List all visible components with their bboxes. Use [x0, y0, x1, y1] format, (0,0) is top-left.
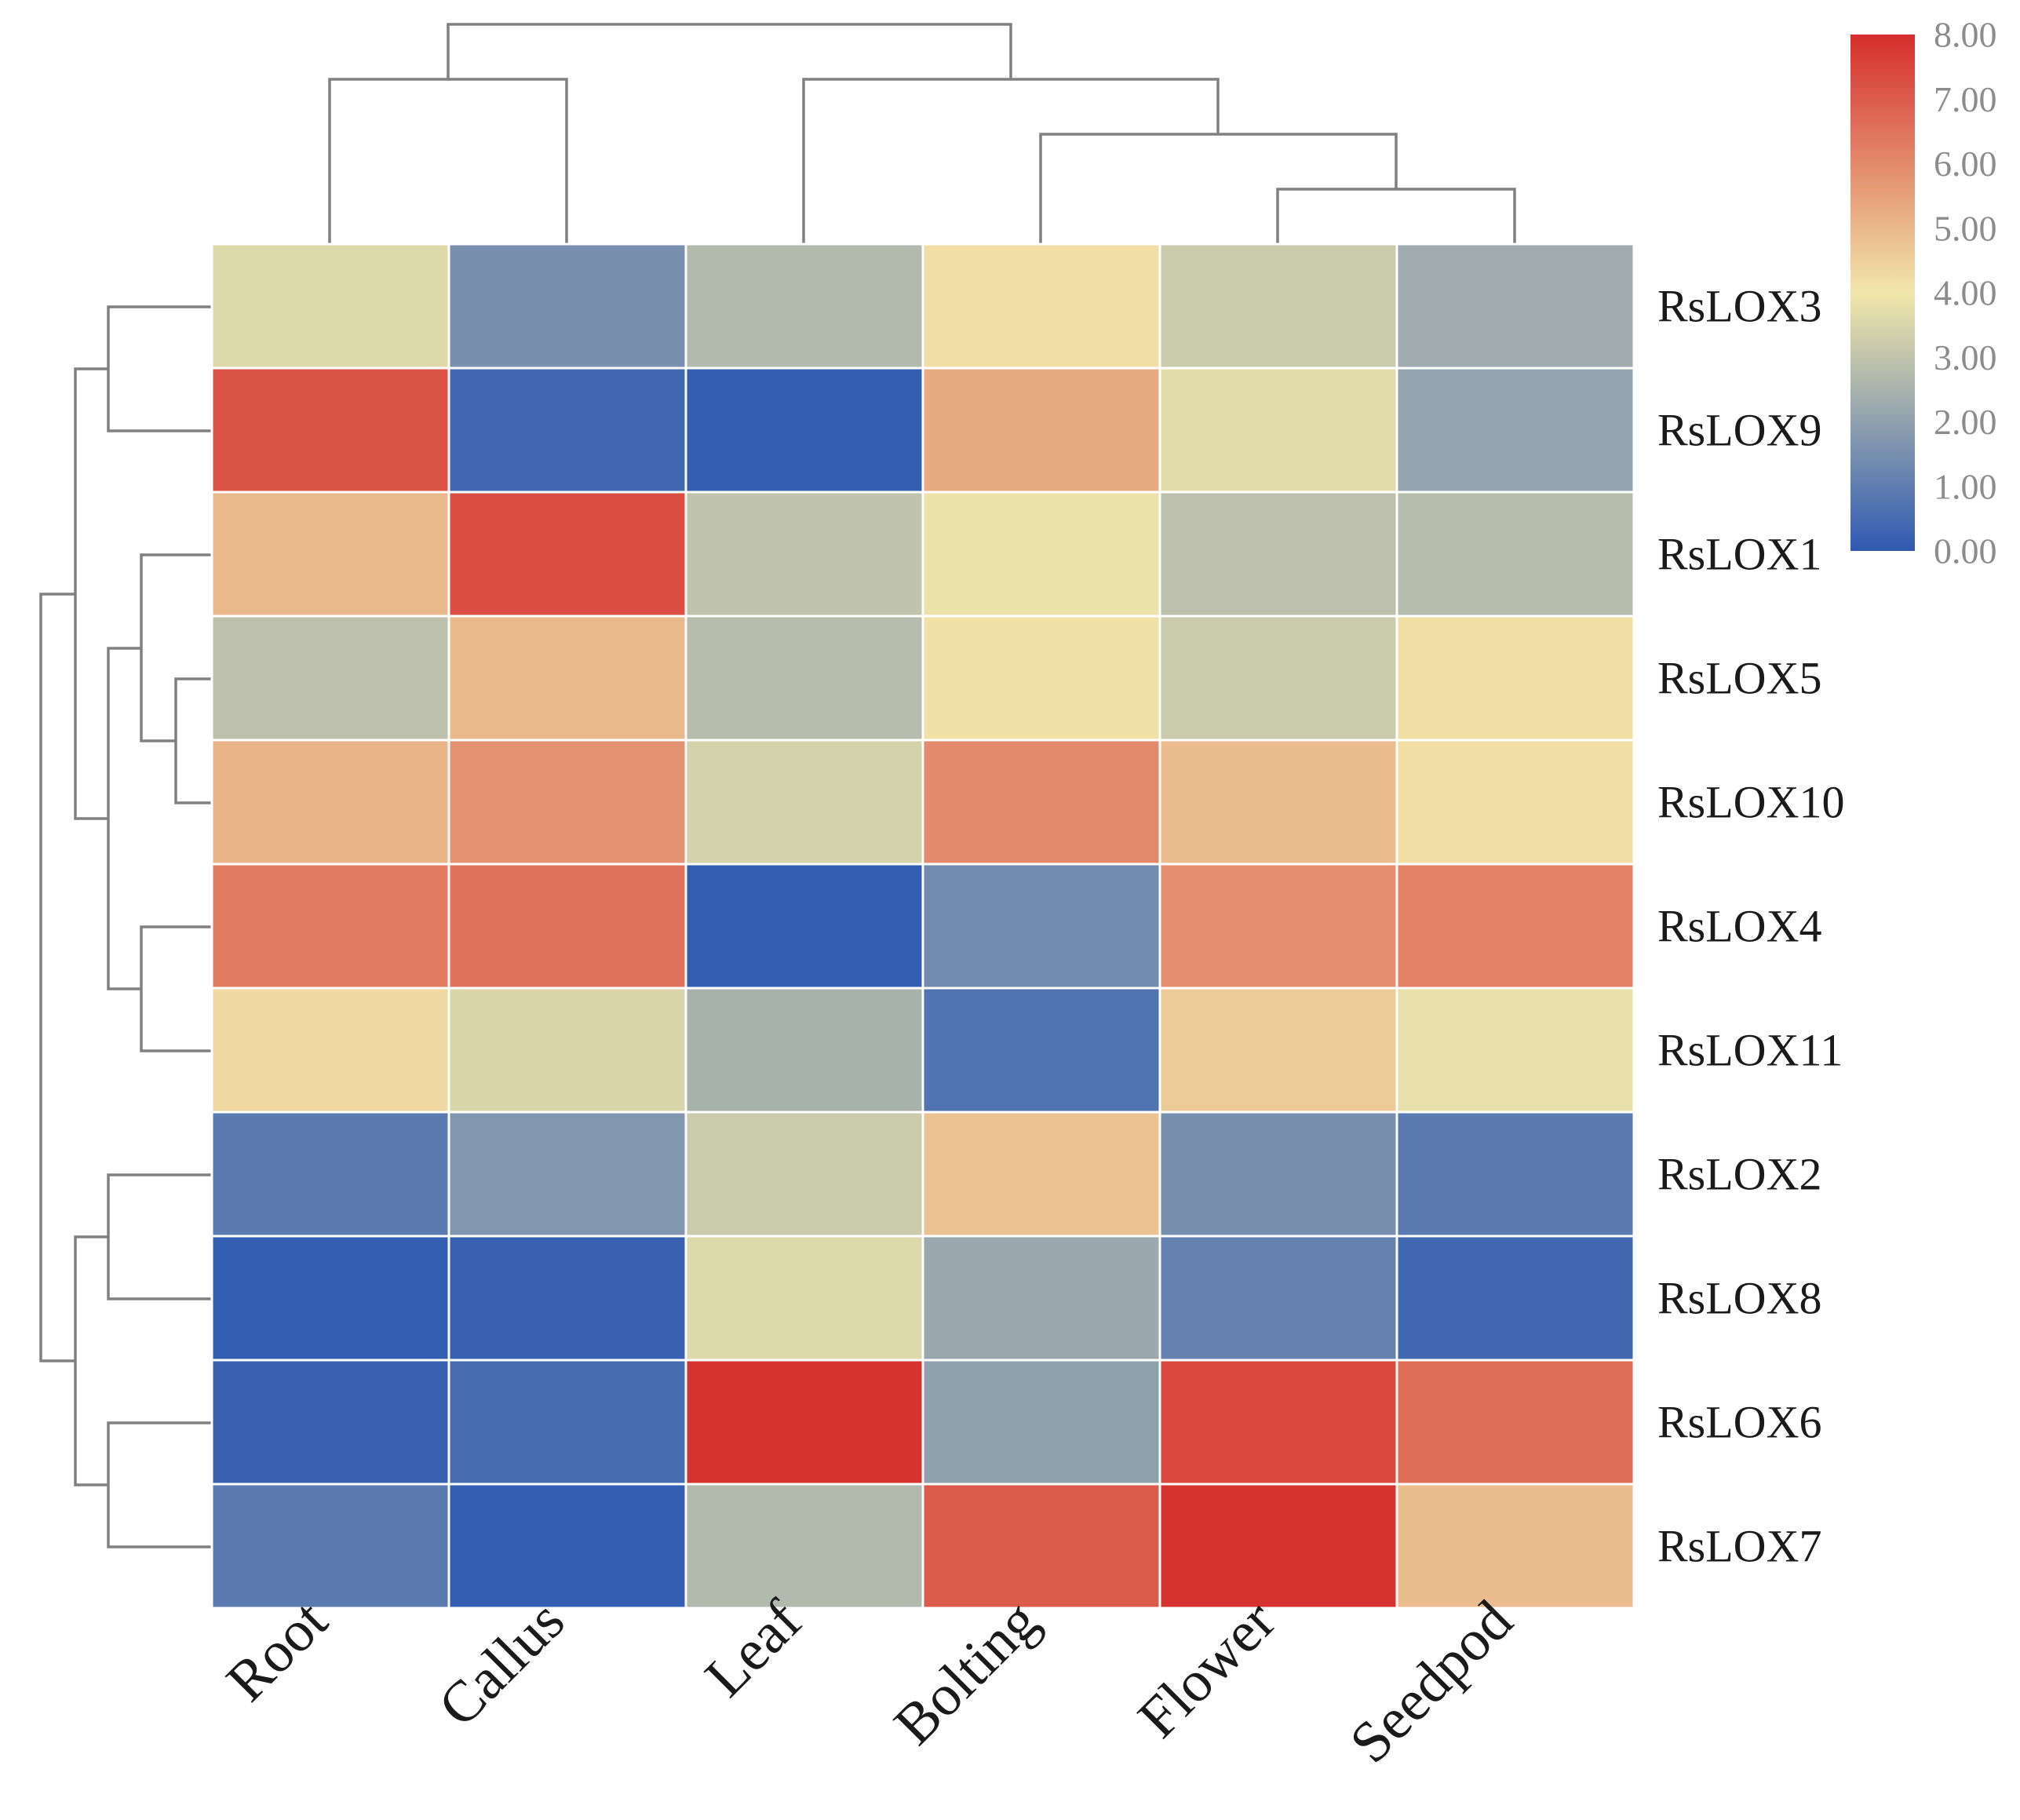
colorbar-tick-3: 5.00: [1934, 208, 1997, 248]
cell-rslox4-bolting: [921, 863, 1161, 990]
colorbar-tick-2: 6.00: [1934, 144, 1997, 184]
cell-rslox8-callus: [447, 1235, 687, 1362]
colorbar-tick-8: 0.00: [1934, 531, 1997, 571]
cell-rslox10-flower: [1158, 739, 1398, 866]
cell-rslox2-seedpod: [1395, 1111, 1635, 1238]
col-dendro-top: [447, 23, 1012, 79]
cell-rslox7-flower: [1158, 1483, 1398, 1610]
cell-rslox6-flower: [1158, 1359, 1398, 1486]
cell-rslox6-root: [210, 1359, 450, 1486]
cell-rslox4-flower: [1158, 863, 1398, 990]
cell-rslox10-callus: [447, 739, 687, 866]
cell-rslox8-root: [210, 1235, 450, 1362]
cell-rslox4-leaf: [684, 863, 924, 990]
cell-rslox2-leaf: [684, 1111, 924, 1238]
colorbar-tick-4: 4.00: [1934, 273, 1997, 313]
row-dendrogram: [39, 305, 212, 1548]
cell-rslox9-leaf: [684, 367, 924, 494]
row-label-rslox1: RsLOX1: [1657, 529, 1821, 580]
cell-rslox3-bolting: [921, 243, 1161, 370]
cell-rslox7-leaf: [684, 1483, 924, 1610]
cell-rslox4-seedpod: [1395, 863, 1635, 990]
row-label-rslox5: RsLOX5: [1657, 653, 1821, 704]
cell-rslox7-callus: [447, 1483, 687, 1610]
cell-rslox8-seedpod: [1395, 1235, 1635, 1362]
cell-rslox5-seedpod: [1395, 615, 1635, 742]
cell-rslox1-root: [210, 491, 450, 618]
row-label-rslox7: RsLOX7: [1657, 1521, 1821, 1572]
cell-rslox7-seedpod: [1395, 1483, 1635, 1610]
cell-rslox9-seedpod: [1395, 367, 1635, 494]
cell-rslox6-callus: [447, 1359, 687, 1486]
cell-rslox5-flower: [1158, 615, 1398, 742]
cell-rslox2-bolting: [921, 1111, 1161, 1238]
row-labels: RsLOX3 RsLOX9 RsLOX1 RsLOX5 RsLOX10 RsLOX4 RsL…: [1657, 281, 1844, 1572]
cell-rslox2-callus: [447, 1111, 687, 1238]
colorbar-ticks: 8.00 7.00 6.00 5.00 4.00 3.00 2.00 1.00 0.00: [1934, 15, 1997, 571]
row-label-rslox8: RsLOX8: [1657, 1273, 1821, 1324]
cell-rslox8-leaf: [684, 1235, 924, 1362]
cell-rslox11-leaf: [684, 987, 924, 1114]
cell-rslox10-seedpod: [1395, 739, 1635, 866]
colorbar-tick-1: 7.00: [1934, 79, 1997, 119]
cell-rslox3-flower: [1158, 243, 1398, 370]
cell-rslox6-seedpod: [1395, 1359, 1635, 1486]
cell-rslox10-root: [210, 739, 450, 866]
cell-rslox4-callus: [447, 863, 687, 990]
row-label-rslox9: RsLOX9: [1657, 405, 1821, 456]
column-dendrogram: [328, 23, 1516, 244]
colorbar-tick-5: 3.00: [1934, 337, 1997, 377]
colorbar: [1850, 35, 1915, 551]
cell-rslox5-callus: [447, 615, 687, 742]
cell-rslox5-bolting: [921, 615, 1161, 742]
cell-rslox1-flower: [1158, 491, 1398, 618]
cell-rslox11-bolting: [921, 987, 1161, 1114]
colorbar-tick-7: 1.00: [1934, 466, 1997, 506]
cell-rslox5-leaf: [684, 615, 924, 742]
cell-rslox8-flower: [1158, 1235, 1398, 1362]
cell-rslox6-leaf: [684, 1359, 924, 1486]
colorbar-tick-6: 2.00: [1934, 402, 1997, 442]
cell-rslox2-root: [210, 1111, 450, 1238]
row-label-rslox3: RsLOX3: [1657, 281, 1821, 332]
cell-rslox8-bolting: [921, 1235, 1161, 1362]
cell-rslox3-leaf: [684, 243, 924, 370]
cell-rslox9-bolting: [921, 367, 1161, 494]
cell-rslox10-bolting: [921, 739, 1161, 866]
cell-rslox11-seedpod: [1395, 987, 1635, 1114]
cell-rslox9-callus: [447, 367, 687, 494]
row-label-rslox10: RsLOX10: [1657, 777, 1844, 828]
cell-rslox11-root: [210, 987, 450, 1114]
row-dendro-top: [39, 593, 75, 1362]
heatmap-cells: [210, 243, 1635, 1610]
row-label-rslox11: RsLOX11: [1657, 1025, 1843, 1076]
cell-rslox1-seedpod: [1395, 491, 1635, 618]
cell-rslox6-bolting: [921, 1359, 1161, 1486]
row-label-rslox2: RsLOX2: [1657, 1149, 1821, 1200]
cell-rslox5-root: [210, 615, 450, 742]
cell-rslox4-root: [210, 863, 450, 990]
cell-rslox3-seedpod: [1395, 243, 1635, 370]
cell-rslox9-flower: [1158, 367, 1398, 494]
cell-rslox3-root: [210, 243, 450, 370]
cell-rslox7-bolting: [921, 1483, 1161, 1610]
row-label-rslox6: RsLOX6: [1657, 1397, 1821, 1448]
cell-rslox1-leaf: [684, 491, 924, 618]
row-label-rslox4: RsLOX4: [1657, 901, 1821, 952]
cell-rslox1-callus: [447, 491, 687, 618]
cell-rslox2-flower: [1158, 1111, 1398, 1238]
colorbar-tick-0: 8.00: [1934, 15, 1997, 55]
cell-rslox10-leaf: [684, 739, 924, 866]
cell-rslox11-flower: [1158, 987, 1398, 1114]
cell-rslox3-callus: [447, 243, 687, 370]
cell-rslox9-root: [210, 367, 450, 494]
cell-rslox11-callus: [447, 987, 687, 1114]
cell-rslox1-bolting: [921, 491, 1161, 618]
cell-rslox7-root: [210, 1483, 450, 1610]
